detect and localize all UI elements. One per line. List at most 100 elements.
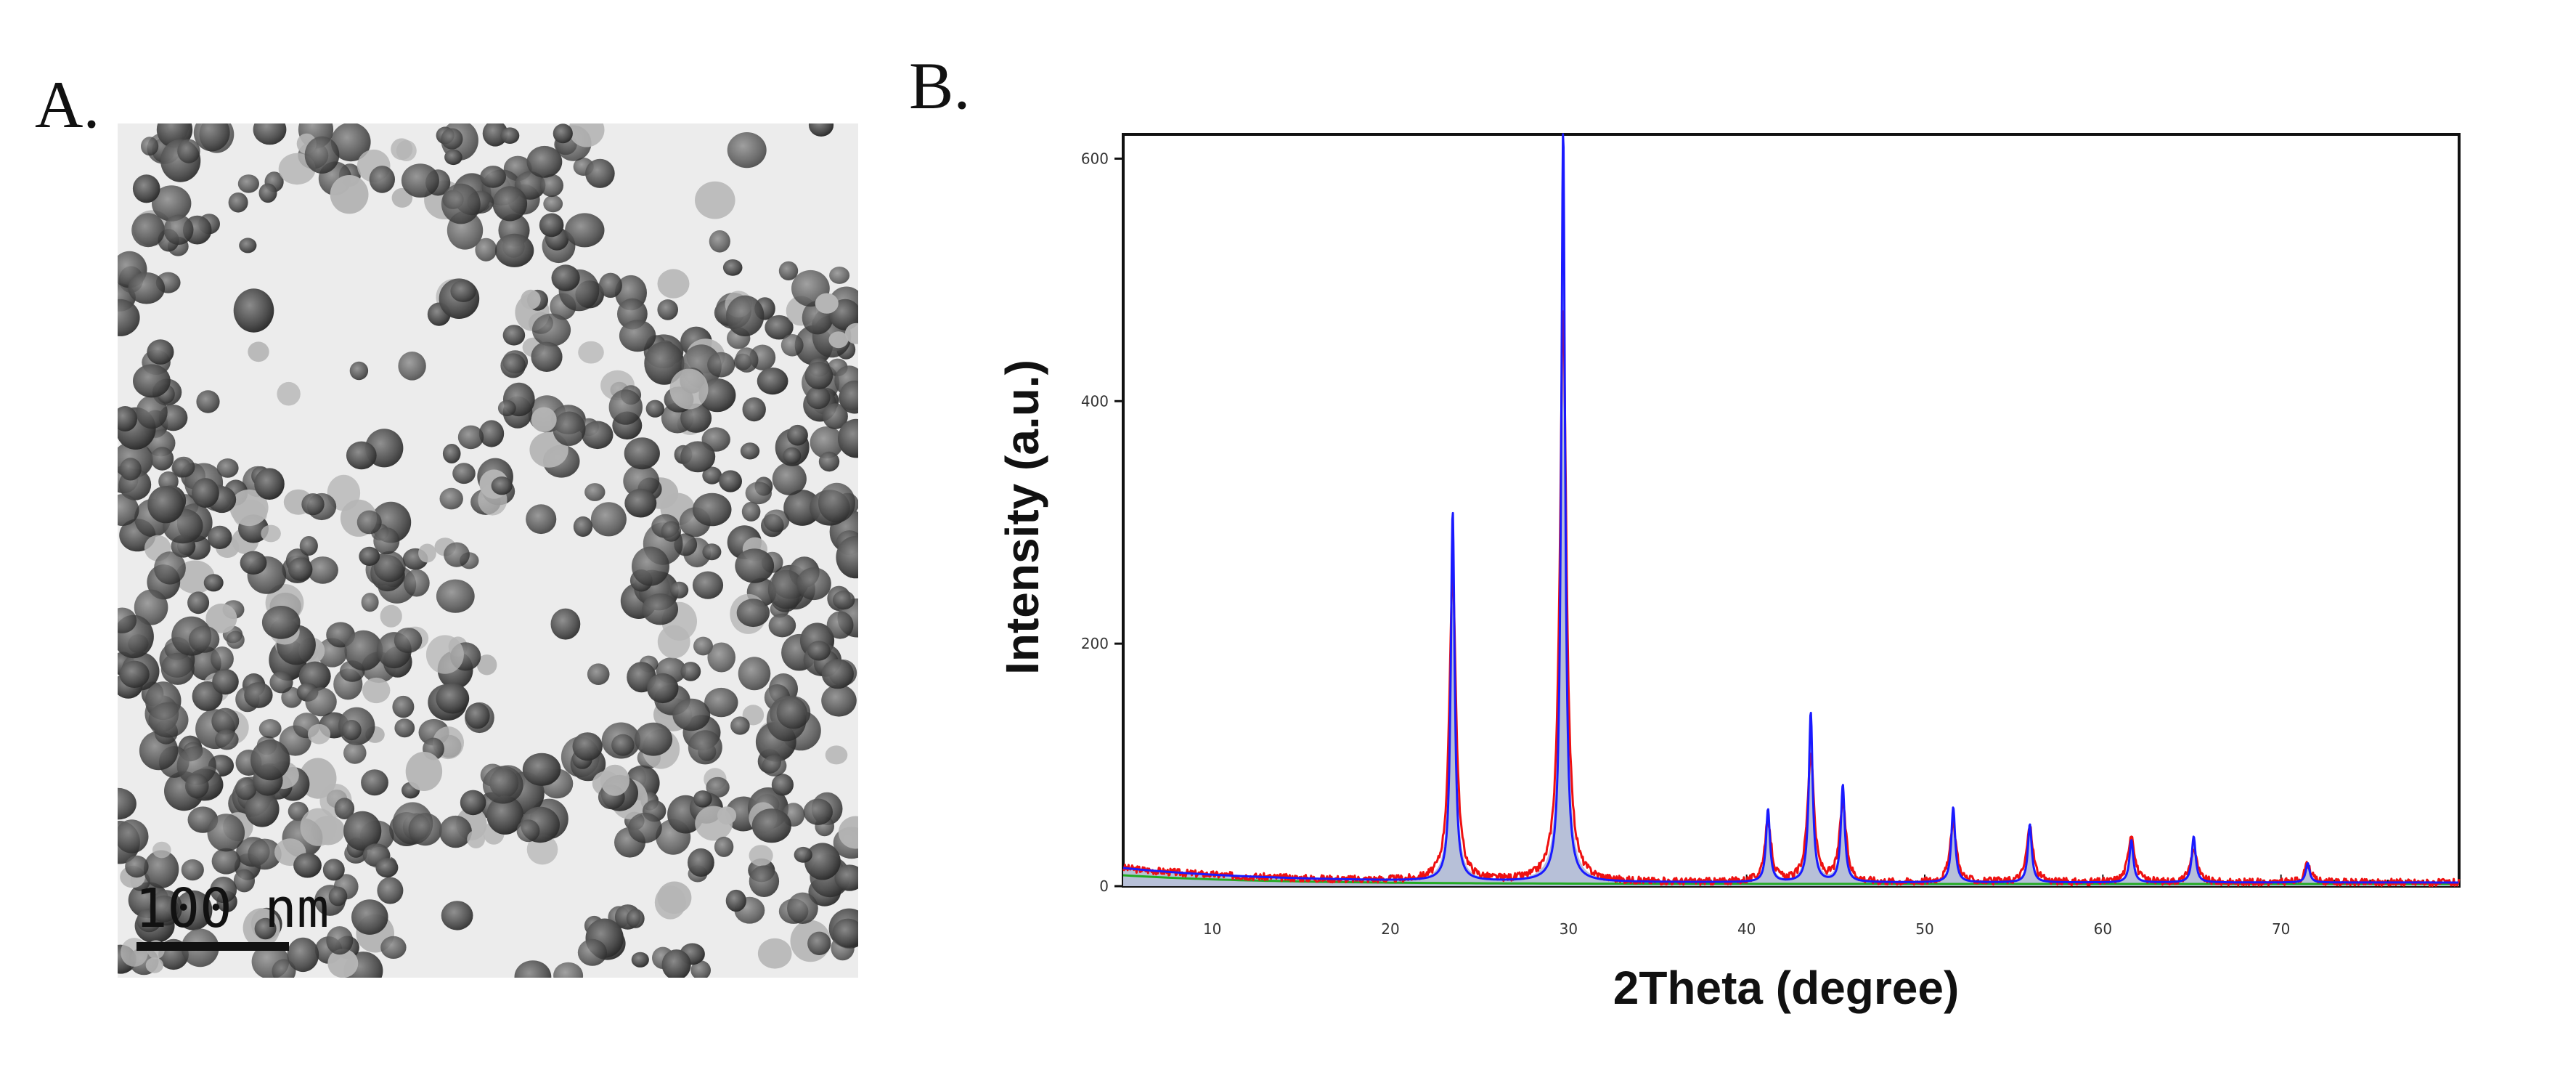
nanoparticle xyxy=(632,546,669,586)
nanoparticle xyxy=(807,931,831,956)
nanoparticle xyxy=(147,339,174,365)
nanoparticle xyxy=(185,773,209,799)
nanoparticle xyxy=(693,790,712,808)
nanoparticle xyxy=(803,798,833,825)
nanoparticle xyxy=(136,395,168,429)
nanoparticle xyxy=(300,808,337,846)
nanoparticle xyxy=(787,892,818,925)
nanoparticle xyxy=(269,671,293,694)
nanoparticle xyxy=(565,213,605,248)
nanoparticle xyxy=(628,812,662,843)
x-tick-label: 70 xyxy=(2272,920,2290,938)
nanoparticle xyxy=(531,407,557,432)
nanoparticle xyxy=(526,504,557,535)
nanoparticle xyxy=(132,174,160,203)
y-axis-label: Intensity (a.u.) xyxy=(996,360,1048,675)
nanoparticle xyxy=(839,380,858,414)
nanoparticle xyxy=(807,641,831,661)
nanoparticle xyxy=(375,857,399,878)
nanoparticle xyxy=(704,687,738,718)
nanoparticle xyxy=(730,716,750,735)
nanoparticle xyxy=(346,441,377,470)
nanoparticle xyxy=(834,864,858,891)
nanoparticle xyxy=(322,859,345,881)
nanoparticle xyxy=(810,426,844,459)
nanoparticle xyxy=(233,869,255,893)
nanoparticle xyxy=(833,591,855,610)
nanoparticle xyxy=(719,470,742,492)
nanoparticle xyxy=(408,813,442,846)
nanoparticle xyxy=(680,403,712,433)
nanoparticle xyxy=(657,299,678,320)
nanoparticle xyxy=(475,238,497,261)
nanoparticle xyxy=(118,406,137,431)
nanoparticle xyxy=(465,702,490,729)
nanoparticle xyxy=(482,123,508,147)
nanoparticle xyxy=(344,630,383,671)
nanoparticle xyxy=(821,659,854,689)
nanoparticle xyxy=(176,746,216,785)
nanoparticle xyxy=(452,463,476,484)
nanoparticle xyxy=(783,490,821,526)
nanoparticle xyxy=(727,132,767,169)
x-tick-label: 50 xyxy=(1915,920,1933,938)
nanoparticle xyxy=(497,400,516,416)
nanoparticle xyxy=(258,183,277,203)
nanoparticle xyxy=(128,272,166,304)
xrd-curves xyxy=(1122,132,2461,888)
nanoparticle xyxy=(780,334,804,357)
nanoparticle xyxy=(235,777,257,800)
nanoparticle xyxy=(330,175,369,214)
nanoparticle xyxy=(457,425,484,450)
nanoparticle xyxy=(669,368,709,410)
nanoparticle xyxy=(778,261,799,280)
nanoparticle xyxy=(134,589,168,625)
nanoparticle xyxy=(380,604,402,628)
x-tick-label: 60 xyxy=(2094,920,2112,938)
nanoparticle xyxy=(818,482,855,523)
nanoparticle xyxy=(645,400,664,418)
nanoparticle xyxy=(500,353,526,378)
x-tick-label: 20 xyxy=(1381,920,1399,938)
nanoparticle xyxy=(193,123,230,152)
nanoparticle xyxy=(500,127,520,144)
panel-a-label: A. xyxy=(35,68,100,142)
nanoparticle xyxy=(611,734,635,756)
nanoparticle xyxy=(709,230,730,253)
nanoparticle xyxy=(672,698,711,731)
nanoparticle xyxy=(539,213,564,238)
nanoparticle xyxy=(307,723,331,745)
nanoparticle xyxy=(261,524,281,543)
nanoparticle xyxy=(188,625,220,653)
nanoparticle xyxy=(328,886,348,907)
nanoparticle xyxy=(808,123,834,137)
nanoparticle xyxy=(695,181,735,219)
nanoparticle xyxy=(553,123,573,144)
nanoparticle xyxy=(825,745,848,765)
nanoparticle xyxy=(796,567,831,601)
nanoparticle xyxy=(261,606,301,639)
nanoparticle xyxy=(254,917,277,940)
nanoparticle xyxy=(444,542,470,567)
nanoparticle xyxy=(154,551,186,585)
nanoparticle xyxy=(763,509,790,532)
nanoparticle xyxy=(373,551,406,583)
nanoparticle xyxy=(467,830,485,848)
nanoparticle xyxy=(133,364,171,398)
nanoparticle xyxy=(829,267,850,284)
nanoparticle xyxy=(623,464,660,498)
y-tick-label: 600 xyxy=(1081,150,1109,167)
nanoparticle xyxy=(600,764,630,796)
nanoparticle xyxy=(692,571,724,599)
nanoparticle xyxy=(288,557,313,581)
nanoparticle xyxy=(661,949,691,978)
nanoparticle xyxy=(145,957,164,973)
nanoparticle xyxy=(304,136,340,174)
nanoparticle xyxy=(749,865,780,897)
nanoparticle xyxy=(577,938,608,966)
nanoparticle xyxy=(844,323,858,344)
nanoparticle xyxy=(578,341,604,364)
nanoparticle xyxy=(394,628,423,654)
nanoparticle xyxy=(118,819,149,853)
nanoparticle xyxy=(118,494,139,527)
